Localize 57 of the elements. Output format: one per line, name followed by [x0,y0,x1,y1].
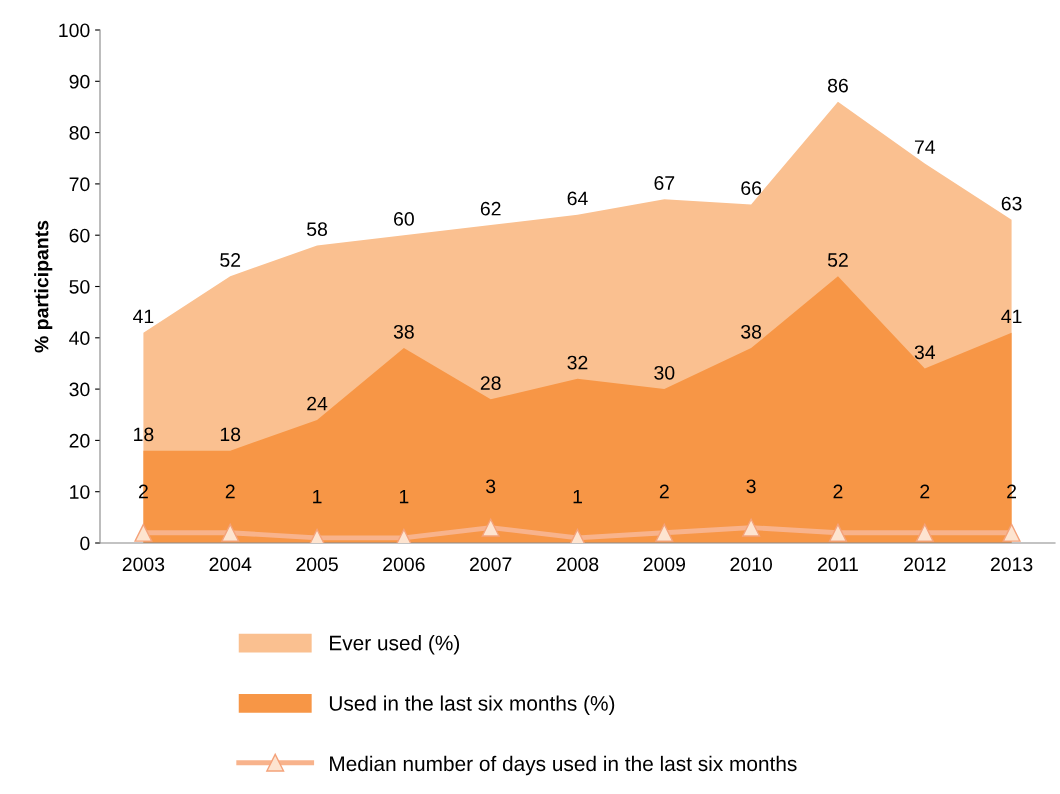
x-tick-label: 2005 [296,557,338,572]
y-tick-label: 10 [70,485,90,499]
data-label: 28 [480,376,501,390]
data-label: 67 [654,176,675,190]
x-tick-label: 2012 [904,557,946,572]
data-label: 38 [741,324,762,339]
data-label: 2 [920,484,930,499]
y-tick-label: 60 [69,228,90,243]
data-label: 2 [833,484,843,499]
data-label: 24 [307,396,328,411]
data-label: 38 [393,324,414,339]
data-label: 18 [220,427,241,442]
x-tick-label: 2008 [556,557,599,572]
x-tick-label: 2003 [122,557,165,572]
legend-label: Ever used (%) [330,635,460,655]
y-tick-label: 70 [69,177,90,192]
y-tick-label: 40 [69,331,90,346]
y-tick-label: 30 [69,382,90,397]
data-label: 2 [659,484,669,499]
data-label: 60 [394,212,414,226]
data-label: 1 [573,489,582,504]
data-label: 41 [133,309,154,324]
data-label: 1 [313,489,322,504]
data-label: 63 [1001,196,1022,211]
data-label: 58 [307,222,328,237]
data-label: 64 [567,191,588,206]
x-tick-label: 2007 [470,557,512,572]
data-label: 62 [480,201,501,216]
y-tick-label: 100 [59,23,90,38]
y-tick-label: 0 [80,536,90,551]
y-tick-label: 50 [69,279,90,294]
x-tick-label: 2010 [730,557,773,572]
legend-label: Used in the last six months (%) [329,695,615,715]
x-tick-label: 2006 [383,557,425,572]
data-label: 74 [914,140,936,154]
data-label: 41 [1001,309,1022,324]
x-tick-label: 2013 [990,557,1033,572]
data-label: 2 [225,484,235,499]
y-tick-label: 20 [69,433,90,448]
y-axis-title: % participants [34,220,53,353]
data-label: 86 [827,78,848,93]
data-label: 3 [746,479,756,494]
data-label: 18 [134,427,154,442]
data-label: 1 [399,489,409,504]
y-tick-label: 80 [69,126,90,140]
x-tick-label: 2004 [209,557,252,572]
data-label: 34 [914,345,936,360]
y-tick-label: 90 [69,74,90,89]
data-label: 52 [220,253,241,267]
legend-label: Median number of days used in the last six months [330,755,797,776]
data-label: 52 [827,253,848,267]
data-label: 66 [741,181,762,196]
data-label: 30 [654,365,675,380]
data-label: 32 [567,355,588,370]
x-tick-label: 2009 [643,557,686,572]
x-tick-label: 2011 [818,557,858,572]
data-label: 3 [486,479,496,494]
